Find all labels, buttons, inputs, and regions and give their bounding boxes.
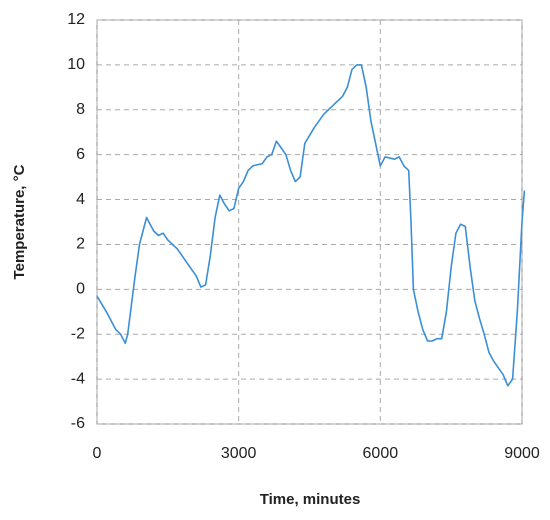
y-tick-label: 0 [76, 281, 85, 298]
y-tick-label: -4 [71, 370, 85, 387]
line [96, 64, 526, 387]
y-tick-label: 2 [76, 236, 85, 253]
y-tick-label: -6 [71, 415, 85, 432]
y-tick-label: -2 [71, 325, 85, 342]
plot-frame [96, 19, 523, 425]
y-axis-title: Temperature, °C [11, 164, 28, 279]
y-tick-label: 8 [76, 101, 85, 118]
x-tick-label: 9000 [504, 445, 540, 462]
y-tick-label: 12 [67, 11, 85, 28]
x-tick-label: 0 [93, 445, 102, 462]
y-tick-label: 6 [76, 146, 85, 163]
y-tick-label: 4 [76, 191, 85, 208]
y-tick-label: 10 [67, 56, 85, 73]
x-tick-label: 6000 [363, 445, 399, 462]
x-tick-label: 3000 [221, 445, 257, 462]
x-axis-title: Time, minutes [260, 491, 361, 508]
